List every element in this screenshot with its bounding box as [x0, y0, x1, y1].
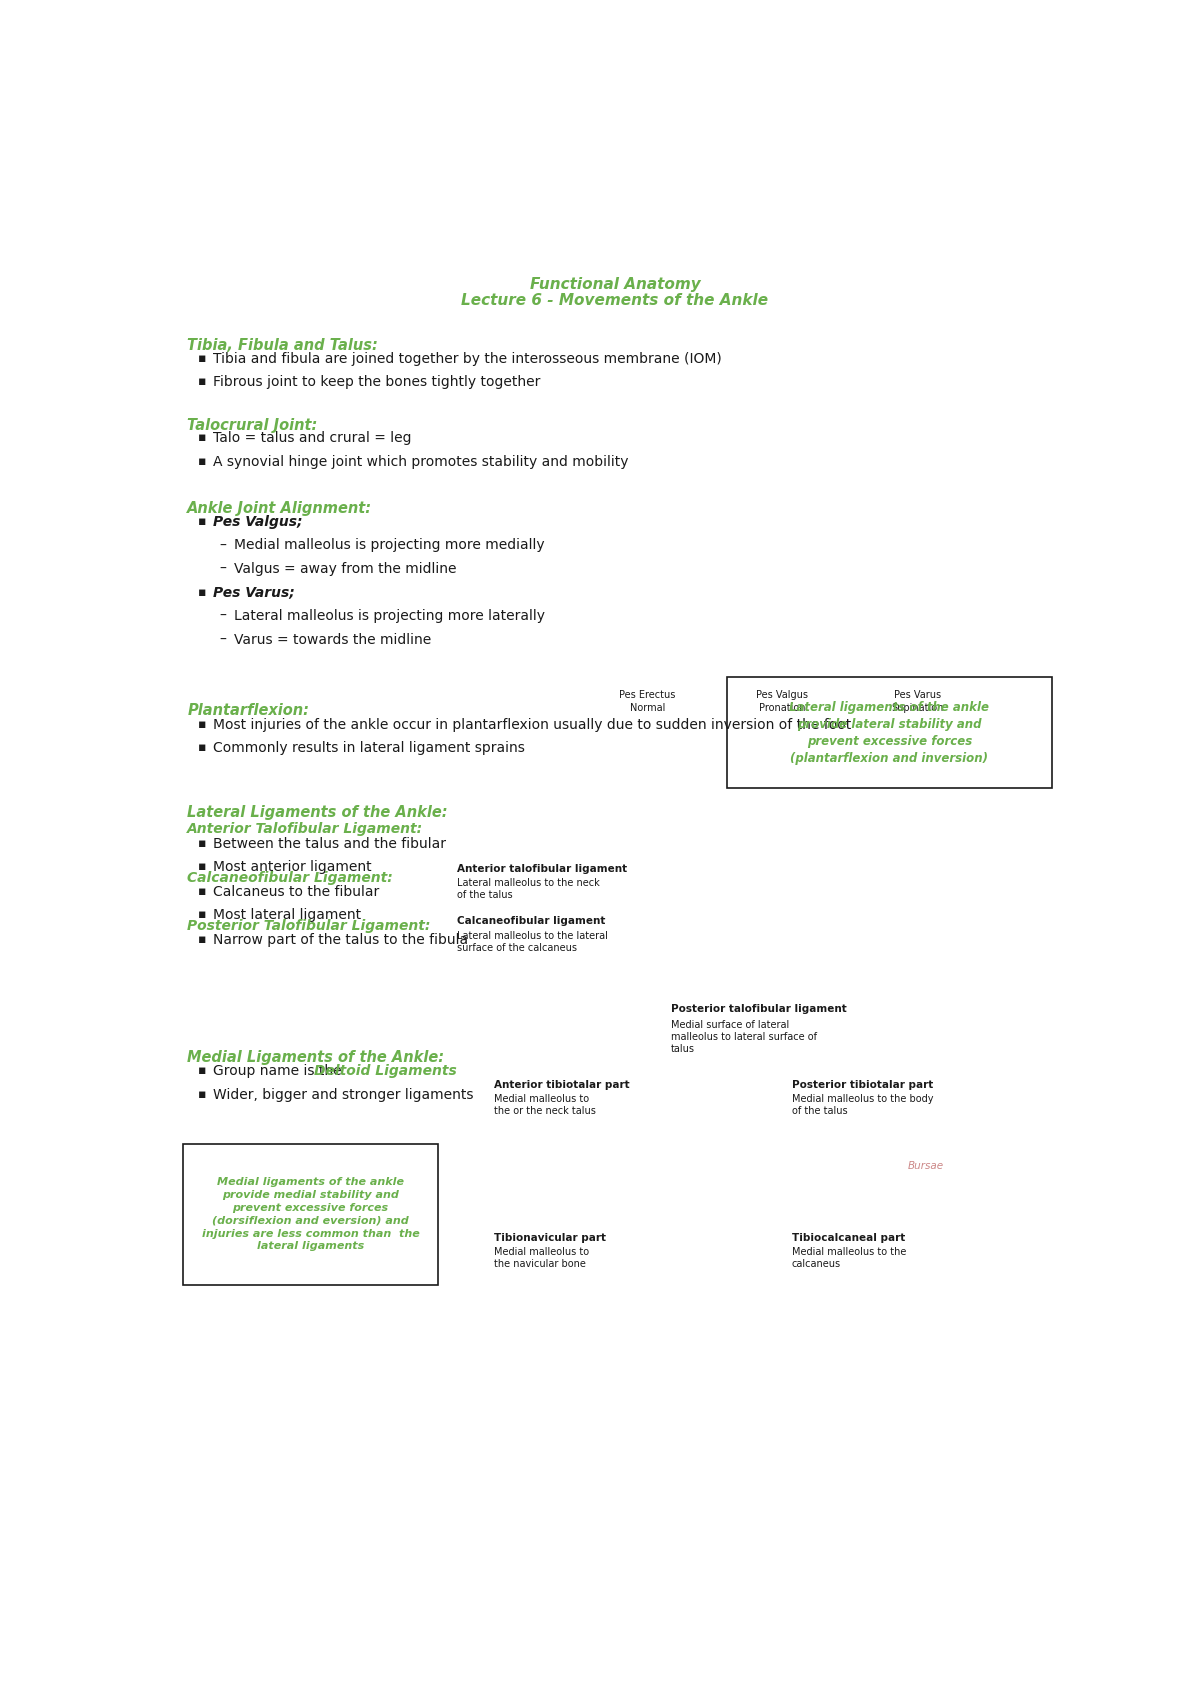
Text: Valgus = away from the midline: Valgus = away from the midline: [234, 562, 456, 576]
Text: –: –: [220, 633, 227, 647]
Text: Tibia and fibula are joined together by the interosseous membrane (IOM): Tibia and fibula are joined together by …: [214, 351, 722, 365]
Text: Pes Erectus
Normal: Pes Erectus Normal: [619, 689, 676, 713]
Text: Lateral malleolus to the lateral
surface of the calcaneus: Lateral malleolus to the lateral surface…: [457, 931, 607, 953]
Text: ▪: ▪: [198, 514, 206, 528]
Text: ▪: ▪: [198, 908, 206, 922]
Text: ▪: ▪: [198, 861, 206, 873]
Text: ▪: ▪: [198, 351, 206, 365]
Text: Lateral malleolus to the neck
of the talus: Lateral malleolus to the neck of the tal…: [457, 878, 600, 900]
Text: Plantarflexion:: Plantarflexion:: [187, 703, 310, 718]
Text: Ankle Joint Alignment:: Ankle Joint Alignment:: [187, 501, 372, 516]
Text: ▪: ▪: [198, 934, 206, 946]
Text: ▪: ▪: [198, 718, 206, 730]
Text: Medial malleolus to the
calcaneus: Medial malleolus to the calcaneus: [792, 1246, 906, 1268]
FancyBboxPatch shape: [727, 678, 1052, 788]
Text: –: –: [220, 610, 227, 623]
Text: Pes Valgus
Pronation: Pes Valgus Pronation: [756, 689, 809, 713]
Text: ▪: ▪: [198, 375, 206, 389]
Text: Calcaneofibular Ligament:: Calcaneofibular Ligament:: [187, 871, 392, 885]
Text: A synovial hinge joint which promotes stability and mobility: A synovial hinge joint which promotes st…: [214, 455, 629, 469]
Text: Lateral Ligaments of the Ankle:: Lateral Ligaments of the Ankle:: [187, 805, 448, 820]
Text: Between the talus and the fibular: Between the talus and the fibular: [214, 837, 446, 851]
Text: Talocrural Joint:: Talocrural Joint:: [187, 418, 318, 433]
Text: ▪: ▪: [198, 1088, 206, 1100]
Text: Functional Anatomy: Functional Anatomy: [529, 277, 701, 292]
Text: Most anterior ligament: Most anterior ligament: [214, 861, 372, 874]
Text: Anterior talofibular ligament: Anterior talofibular ligament: [457, 864, 628, 874]
FancyBboxPatch shape: [182, 1144, 438, 1285]
Text: Pes Valgus;: Pes Valgus;: [214, 514, 302, 530]
Text: Medial Ligaments of the Ankle:: Medial Ligaments of the Ankle:: [187, 1049, 444, 1065]
Text: ▪: ▪: [198, 740, 206, 754]
Text: Medial malleolus to
the navicular bone: Medial malleolus to the navicular bone: [494, 1246, 589, 1268]
Text: Most injuries of the ankle occur in plantarflexion usually due to sudden inversi: Most injuries of the ankle occur in plan…: [214, 718, 852, 732]
Text: Lateral ligaments of the ankle
provide lateral stability and
prevent excessive f: Lateral ligaments of the ankle provide l…: [790, 701, 989, 764]
Text: –: –: [220, 538, 227, 552]
Text: Calcaneofibular ligament: Calcaneofibular ligament: [457, 917, 605, 927]
Text: Lateral malleolus is projecting more laterally: Lateral malleolus is projecting more lat…: [234, 610, 545, 623]
Text: Pes Varus
Supination: Pes Varus Supination: [892, 689, 943, 713]
Text: Tibionavicular part: Tibionavicular part: [494, 1233, 606, 1243]
Text: Bursae: Bursae: [908, 1161, 944, 1172]
Text: Fibrous joint to keep the bones tightly together: Fibrous joint to keep the bones tightly …: [214, 375, 541, 389]
Text: Anterior Talofibular Ligament:: Anterior Talofibular Ligament:: [187, 822, 424, 835]
Text: Deltoid Ligaments: Deltoid Ligaments: [313, 1065, 456, 1078]
Text: ▪: ▪: [198, 431, 206, 445]
Text: Group name is the: Group name is the: [214, 1065, 347, 1078]
Text: Medial surface of lateral
malleolus to lateral surface of
talus: Medial surface of lateral malleolus to l…: [671, 1019, 817, 1054]
Text: Anterior tibiotalar part: Anterior tibiotalar part: [494, 1080, 630, 1090]
Text: Varus = towards the midline: Varus = towards the midline: [234, 633, 431, 647]
Text: Most lateral ligament: Most lateral ligament: [214, 908, 361, 922]
Text: Tibia, Fibula and Talus:: Tibia, Fibula and Talus:: [187, 338, 378, 353]
Text: Medial malleolus is projecting more medially: Medial malleolus is projecting more medi…: [234, 538, 545, 552]
Text: ▪: ▪: [198, 1065, 206, 1077]
Text: ▪: ▪: [198, 885, 206, 898]
Text: Tibiocalcaneal part: Tibiocalcaneal part: [792, 1233, 905, 1243]
Text: Commonly results in lateral ligament sprains: Commonly results in lateral ligament spr…: [214, 740, 526, 756]
Text: Lecture 6 - Movements of the Ankle: Lecture 6 - Movements of the Ankle: [462, 292, 768, 307]
Text: ▪: ▪: [198, 586, 206, 598]
Text: ▪: ▪: [198, 455, 206, 467]
Text: Posterior Talofibular Ligament:: Posterior Talofibular Ligament:: [187, 919, 431, 932]
Text: ▪: ▪: [198, 837, 206, 849]
Text: Narrow part of the talus to the fibula: Narrow part of the talus to the fibula: [214, 934, 468, 947]
Text: Medial malleolus to
the or the neck talus: Medial malleolus to the or the neck talu…: [494, 1094, 596, 1116]
Text: Posterior tibiotalar part: Posterior tibiotalar part: [792, 1080, 932, 1090]
Text: Medial malleolus to the body
of the talus: Medial malleolus to the body of the talu…: [792, 1094, 934, 1116]
Text: Medial ligaments of the ankle
provide medial stability and
prevent excessive for: Medial ligaments of the ankle provide me…: [202, 1177, 419, 1251]
Text: Calcaneus to the fibular: Calcaneus to the fibular: [214, 885, 379, 898]
Text: –: –: [220, 562, 227, 576]
Text: Pes Varus;: Pes Varus;: [214, 586, 295, 599]
Text: Talo = talus and crural = leg: Talo = talus and crural = leg: [214, 431, 412, 445]
Text: Wider, bigger and stronger ligaments: Wider, bigger and stronger ligaments: [214, 1088, 474, 1102]
Text: Posterior talofibular ligament: Posterior talofibular ligament: [671, 1004, 846, 1014]
